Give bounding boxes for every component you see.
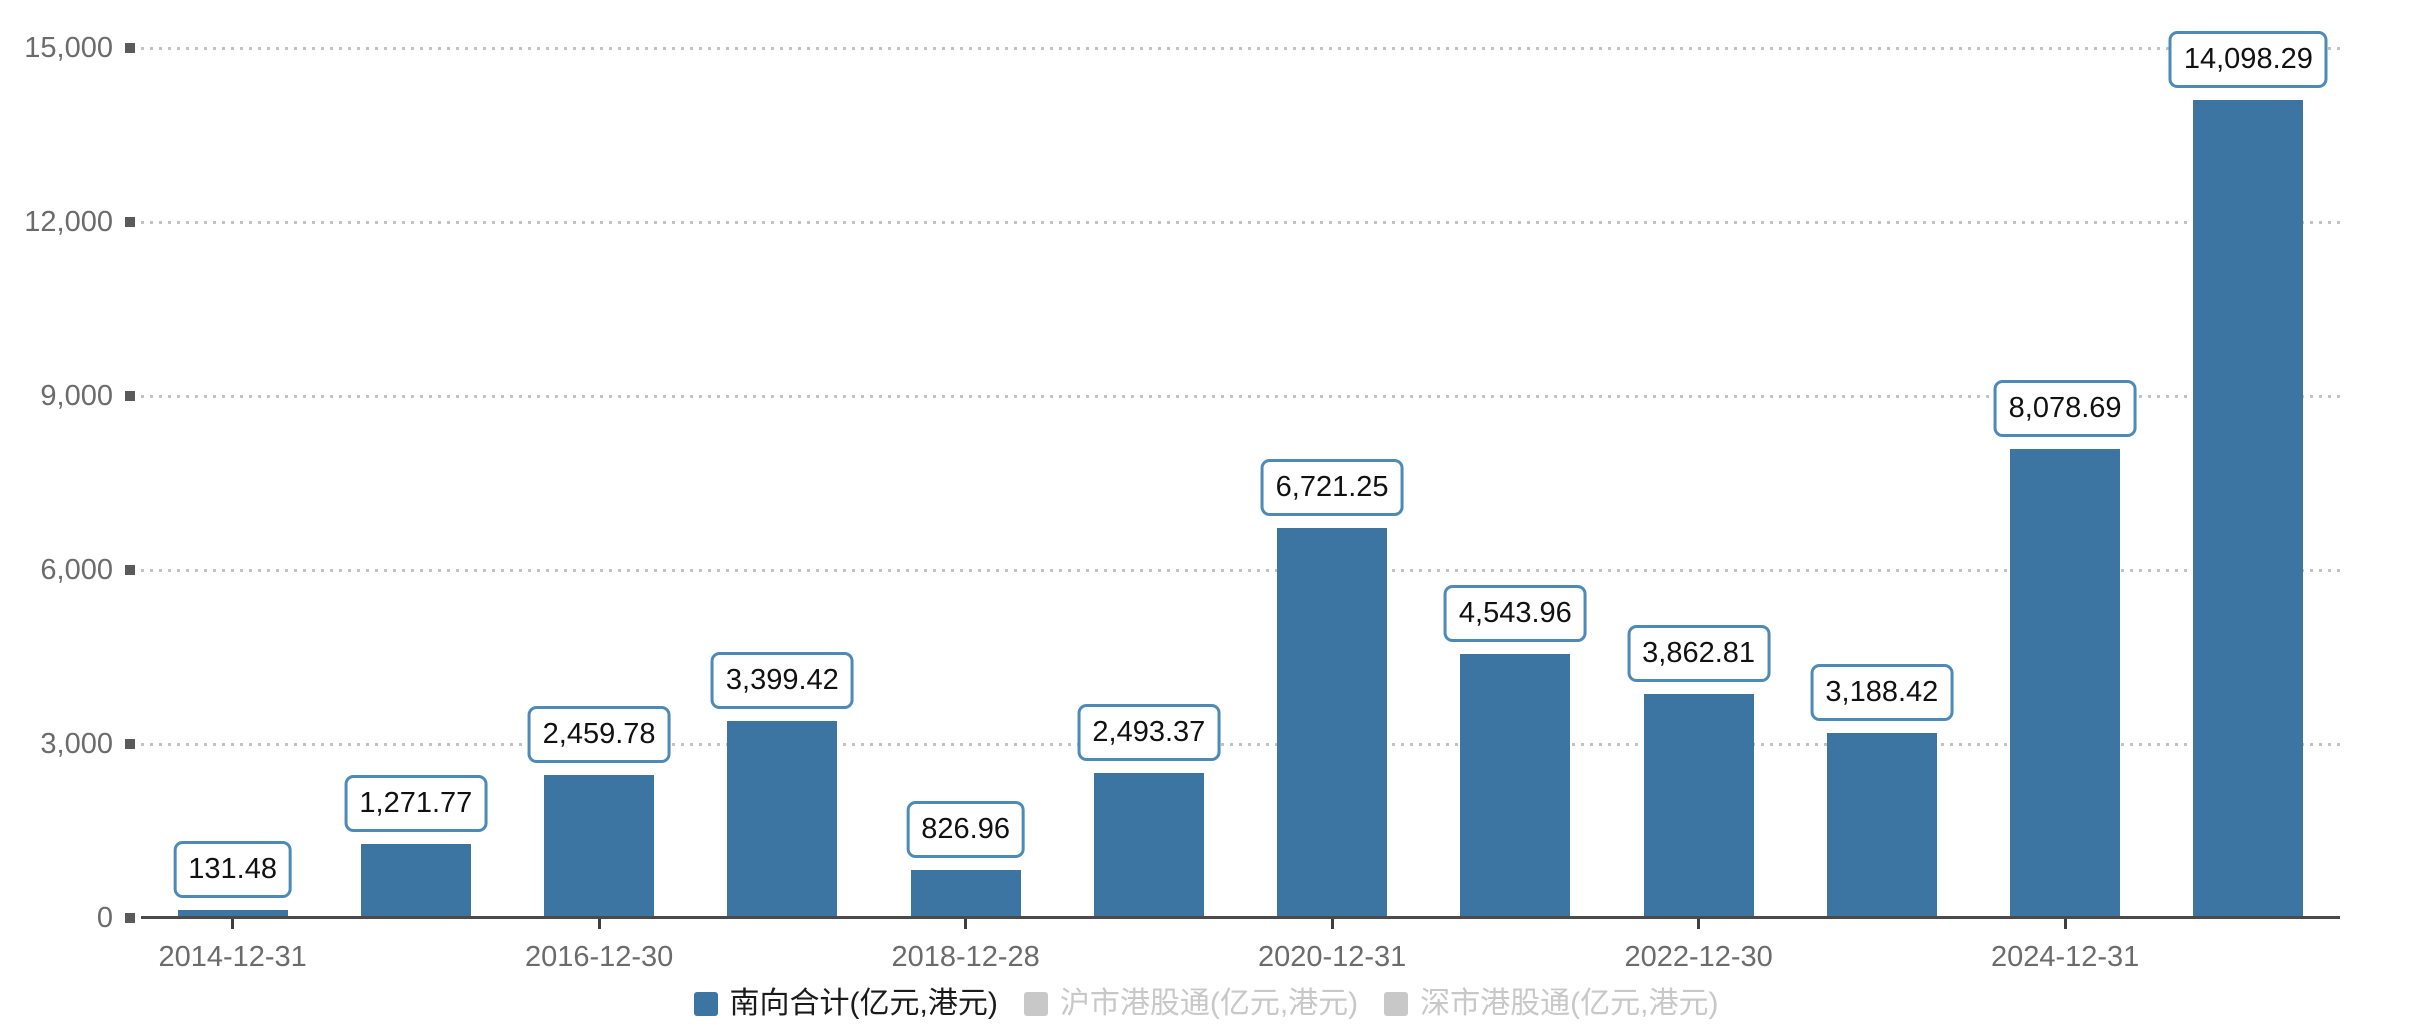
y-axis-tick-marker-icon (125, 43, 135, 53)
bar[interactable] (360, 844, 471, 918)
bar-value-label: 4,543.96 (1443, 585, 1587, 643)
legend-swatch-icon (1023, 992, 1048, 1016)
x-axis-tick (964, 919, 968, 929)
bar-value-label: 3,862.81 (1627, 624, 1771, 682)
bar-value-label: 3,188.42 (1810, 664, 1954, 722)
bar-value-label: 2,493.37 (1077, 704, 1221, 762)
bar[interactable] (1093, 773, 1204, 918)
gridline (141, 221, 2340, 224)
bar[interactable] (910, 870, 1021, 918)
bar[interactable] (1643, 693, 1754, 918)
legend-item-label: 深市港股通(亿元,港元) (1420, 987, 1719, 1020)
y-axis-label: 0 (96, 902, 113, 934)
bar-value-label: 826.96 (906, 801, 1025, 859)
gridline (141, 47, 2340, 50)
x-axis-tick (1697, 919, 1701, 929)
bar[interactable] (2010, 449, 2121, 918)
gridline (141, 743, 2340, 746)
bar-value-label: 131.48 (173, 841, 292, 899)
x-axis-label: 2016-12-30 (524, 941, 674, 973)
legend-item-3[interactable]: 深市港股通(亿元,港元) (1384, 986, 1718, 1022)
y-axis-label: 9,000 (40, 380, 113, 412)
bar[interactable] (1277, 528, 1388, 918)
y-axis-label: 3,000 (40, 728, 113, 760)
y-axis-label: 6,000 (40, 554, 113, 586)
x-axis-label: 2022-12-30 (1624, 941, 1773, 973)
y-axis-tick-marker-icon (125, 565, 135, 575)
legend: 南向合计(亿元,港元) 沪市港股通(亿元,港元) 深市港股通(亿元,港元) (0, 986, 2412, 1022)
y-axis-label: 15,000 (24, 32, 113, 64)
bar[interactable] (2193, 100, 2304, 918)
bar-value-label: 1,271.77 (344, 775, 488, 833)
bar[interactable] (544, 775, 655, 918)
x-axis-label: 2024-12-31 (1990, 941, 2140, 973)
plot-area: 131.48 1,271.77 2,459.78 3,399.42 826.96 2,49… (141, 31, 2340, 918)
y-axis-tick-marker-icon (125, 913, 135, 923)
bar-value-label: 14,098.29 (2168, 31, 2328, 89)
legend-item-2[interactable]: 沪市港股通(亿元,港元) (1023, 986, 1359, 1022)
x-axis-tick (2063, 919, 2067, 929)
y-axis-tick-marker-icon (125, 391, 135, 401)
x-axis-label: 2020-12-31 (1257, 941, 1407, 973)
bar[interactable] (1460, 654, 1571, 918)
y-axis-tick-marker-icon (125, 739, 135, 749)
legend-swatch-icon (693, 992, 718, 1016)
bar-value-label: 8,078.69 (1993, 380, 2137, 438)
x-axis-tick (231, 919, 235, 929)
x-axis-label: 2014-12-31 (158, 941, 307, 973)
gridline (141, 569, 2340, 572)
legend-item-label: 沪市港股通(亿元,港元) (1059, 987, 1359, 1020)
bar-value-label: 6,721.25 (1260, 459, 1404, 517)
legend-swatch-icon (1384, 992, 1409, 1016)
bar[interactable] (1826, 733, 1937, 918)
legend-item-1[interactable]: 南向合计(亿元,港元) (693, 986, 998, 1022)
bar[interactable] (727, 720, 838, 918)
bar-value-label: 2,459.78 (527, 706, 671, 764)
bar[interactable] (177, 910, 288, 918)
x-axis-line (141, 916, 2340, 919)
legend-item-label: 南向合计(亿元,港元) (729, 987, 998, 1020)
x-axis-label: 2018-12-28 (891, 941, 1040, 973)
y-axis-tick-marker-icon (125, 217, 135, 227)
x-axis-tick (1330, 919, 1334, 929)
gridline (141, 395, 2340, 398)
bar-value-label: 3,399.42 (710, 651, 854, 709)
x-axis-tick (597, 919, 601, 929)
y-axis-label: 12,000 (24, 206, 113, 238)
